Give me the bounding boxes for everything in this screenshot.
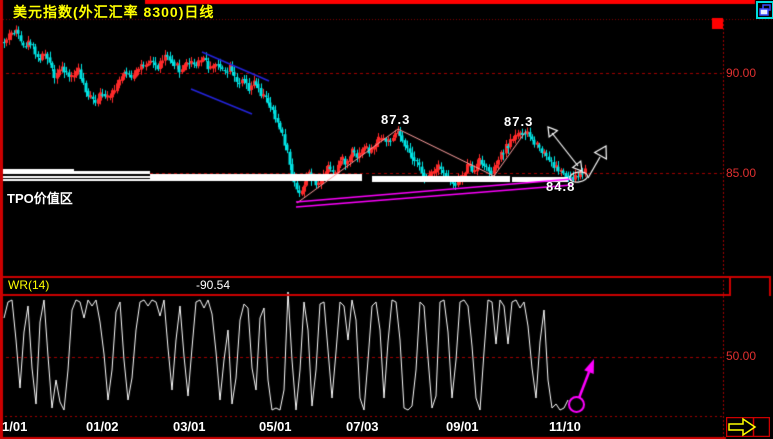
x-axis-label-3: 05/01 [259,419,292,434]
restore-window-icon[interactable] [756,1,773,19]
tpo-value-area-label: TPO价值区 [7,191,73,206]
x-axis-label-5: 09/01 [446,419,479,434]
annotation-peak1-label: 87.3 [381,112,411,127]
x-axis-label-2: 03/01 [173,419,206,434]
indicator-value-label: -90.54 [196,278,231,292]
annotation-low-label: 84.8 [546,179,576,194]
x-axis-label-0: 1/01 [2,419,28,434]
x-axis-label-1: 01/02 [86,419,119,434]
indicator-axis-label-50: 50.00 [726,349,757,363]
price-label-85: 85.00 [726,166,757,180]
next-page-arrow-icon [725,416,771,438]
indicator-name-label[interactable]: WR(14) [8,278,50,292]
window-title: 美元指数(外汇汇率 8300)日线 [13,4,215,20]
x-axis-label-6: 11/10 [549,419,581,434]
x-axis-label-4: 07/03 [346,419,379,434]
restore-window-glyph [759,4,771,16]
annotation-peak2-label: 87.3 [504,114,534,129]
price-label-90: 90.00 [726,66,757,80]
next-page-button[interactable] [725,416,771,438]
